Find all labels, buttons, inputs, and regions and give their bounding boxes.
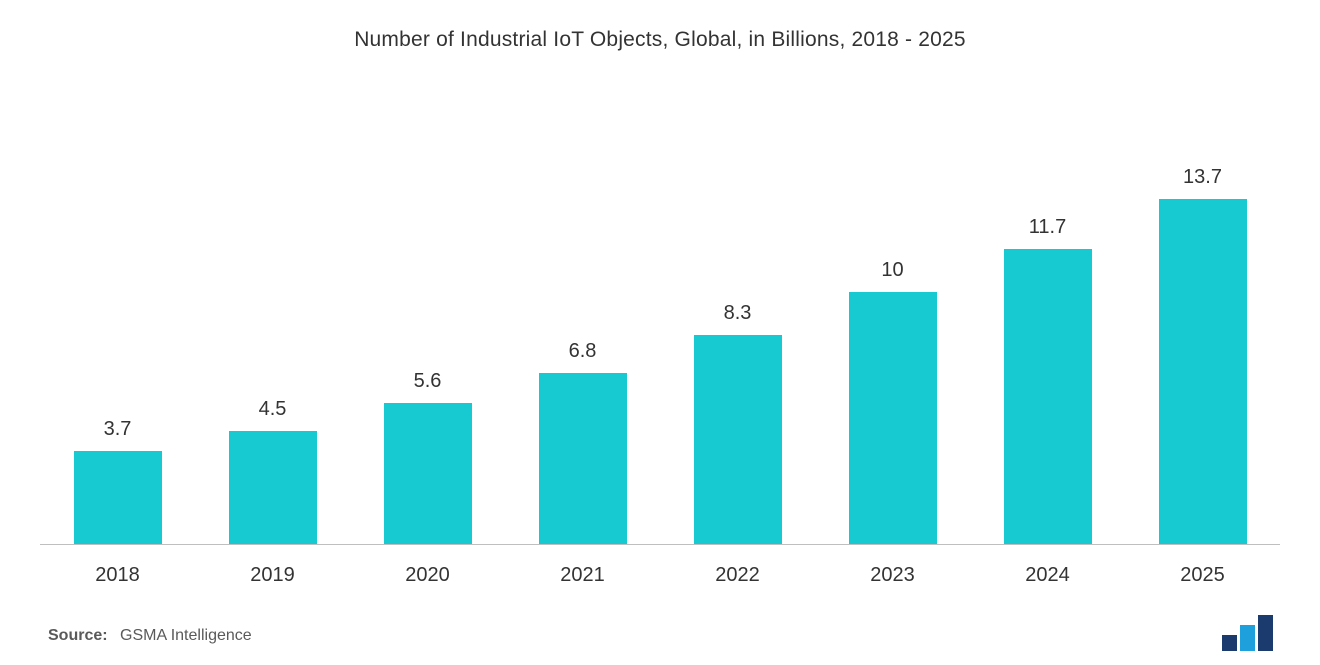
bar-value-label: 6.8 — [569, 340, 597, 363]
bar — [384, 403, 472, 544]
x-axis-label: 2019 — [195, 564, 350, 587]
bar — [1159, 199, 1247, 544]
bar — [694, 335, 782, 544]
bar-value-label: 11.7 — [1029, 216, 1066, 239]
chart-title: Number of Industrial IoT Objects, Global… — [0, 0, 1320, 52]
bar-value-label: 4.5 — [259, 398, 287, 421]
x-axis-label: 2020 — [350, 564, 505, 587]
bar-value-label: 8.3 — [724, 302, 752, 325]
brand-logo-icon — [1222, 615, 1280, 651]
source-citation: Source: GSMA Intelligence — [48, 627, 252, 645]
bar-group: 8.3 — [660, 90, 815, 544]
bar — [74, 451, 162, 544]
source-text: GSMA Intelligence — [120, 627, 252, 644]
bar-group: 4.5 — [195, 90, 350, 544]
x-axis-labels: 20182019202020212022202320242025 — [40, 564, 1280, 587]
bar — [229, 431, 317, 544]
bar — [539, 373, 627, 544]
source-label: Source: — [48, 627, 108, 644]
bar-group: 11.7 — [970, 90, 1125, 544]
x-axis-label: 2025 — [1125, 564, 1280, 587]
x-axis-label: 2023 — [815, 564, 970, 587]
x-axis-label: 2022 — [660, 564, 815, 587]
bar — [849, 292, 937, 544]
bar-group: 13.7 — [1125, 90, 1280, 544]
bar-value-label: 10 — [881, 259, 903, 282]
bar-group: 3.7 — [40, 90, 195, 544]
x-axis-label: 2024 — [970, 564, 1125, 587]
x-axis-label: 2021 — [505, 564, 660, 587]
x-axis-label: 2018 — [40, 564, 195, 587]
bar — [1004, 249, 1092, 544]
bar-group: 10 — [815, 90, 970, 544]
bar-value-label: 13.7 — [1183, 166, 1222, 189]
bar-group: 5.6 — [350, 90, 505, 544]
bar-group: 6.8 — [505, 90, 660, 544]
bar-value-label: 5.6 — [414, 370, 442, 393]
chart-plot-area: 3.7 4.5 5.6 6.8 8.3 10 11.7 13.7 — [40, 90, 1280, 545]
bar-value-label: 3.7 — [104, 418, 132, 441]
